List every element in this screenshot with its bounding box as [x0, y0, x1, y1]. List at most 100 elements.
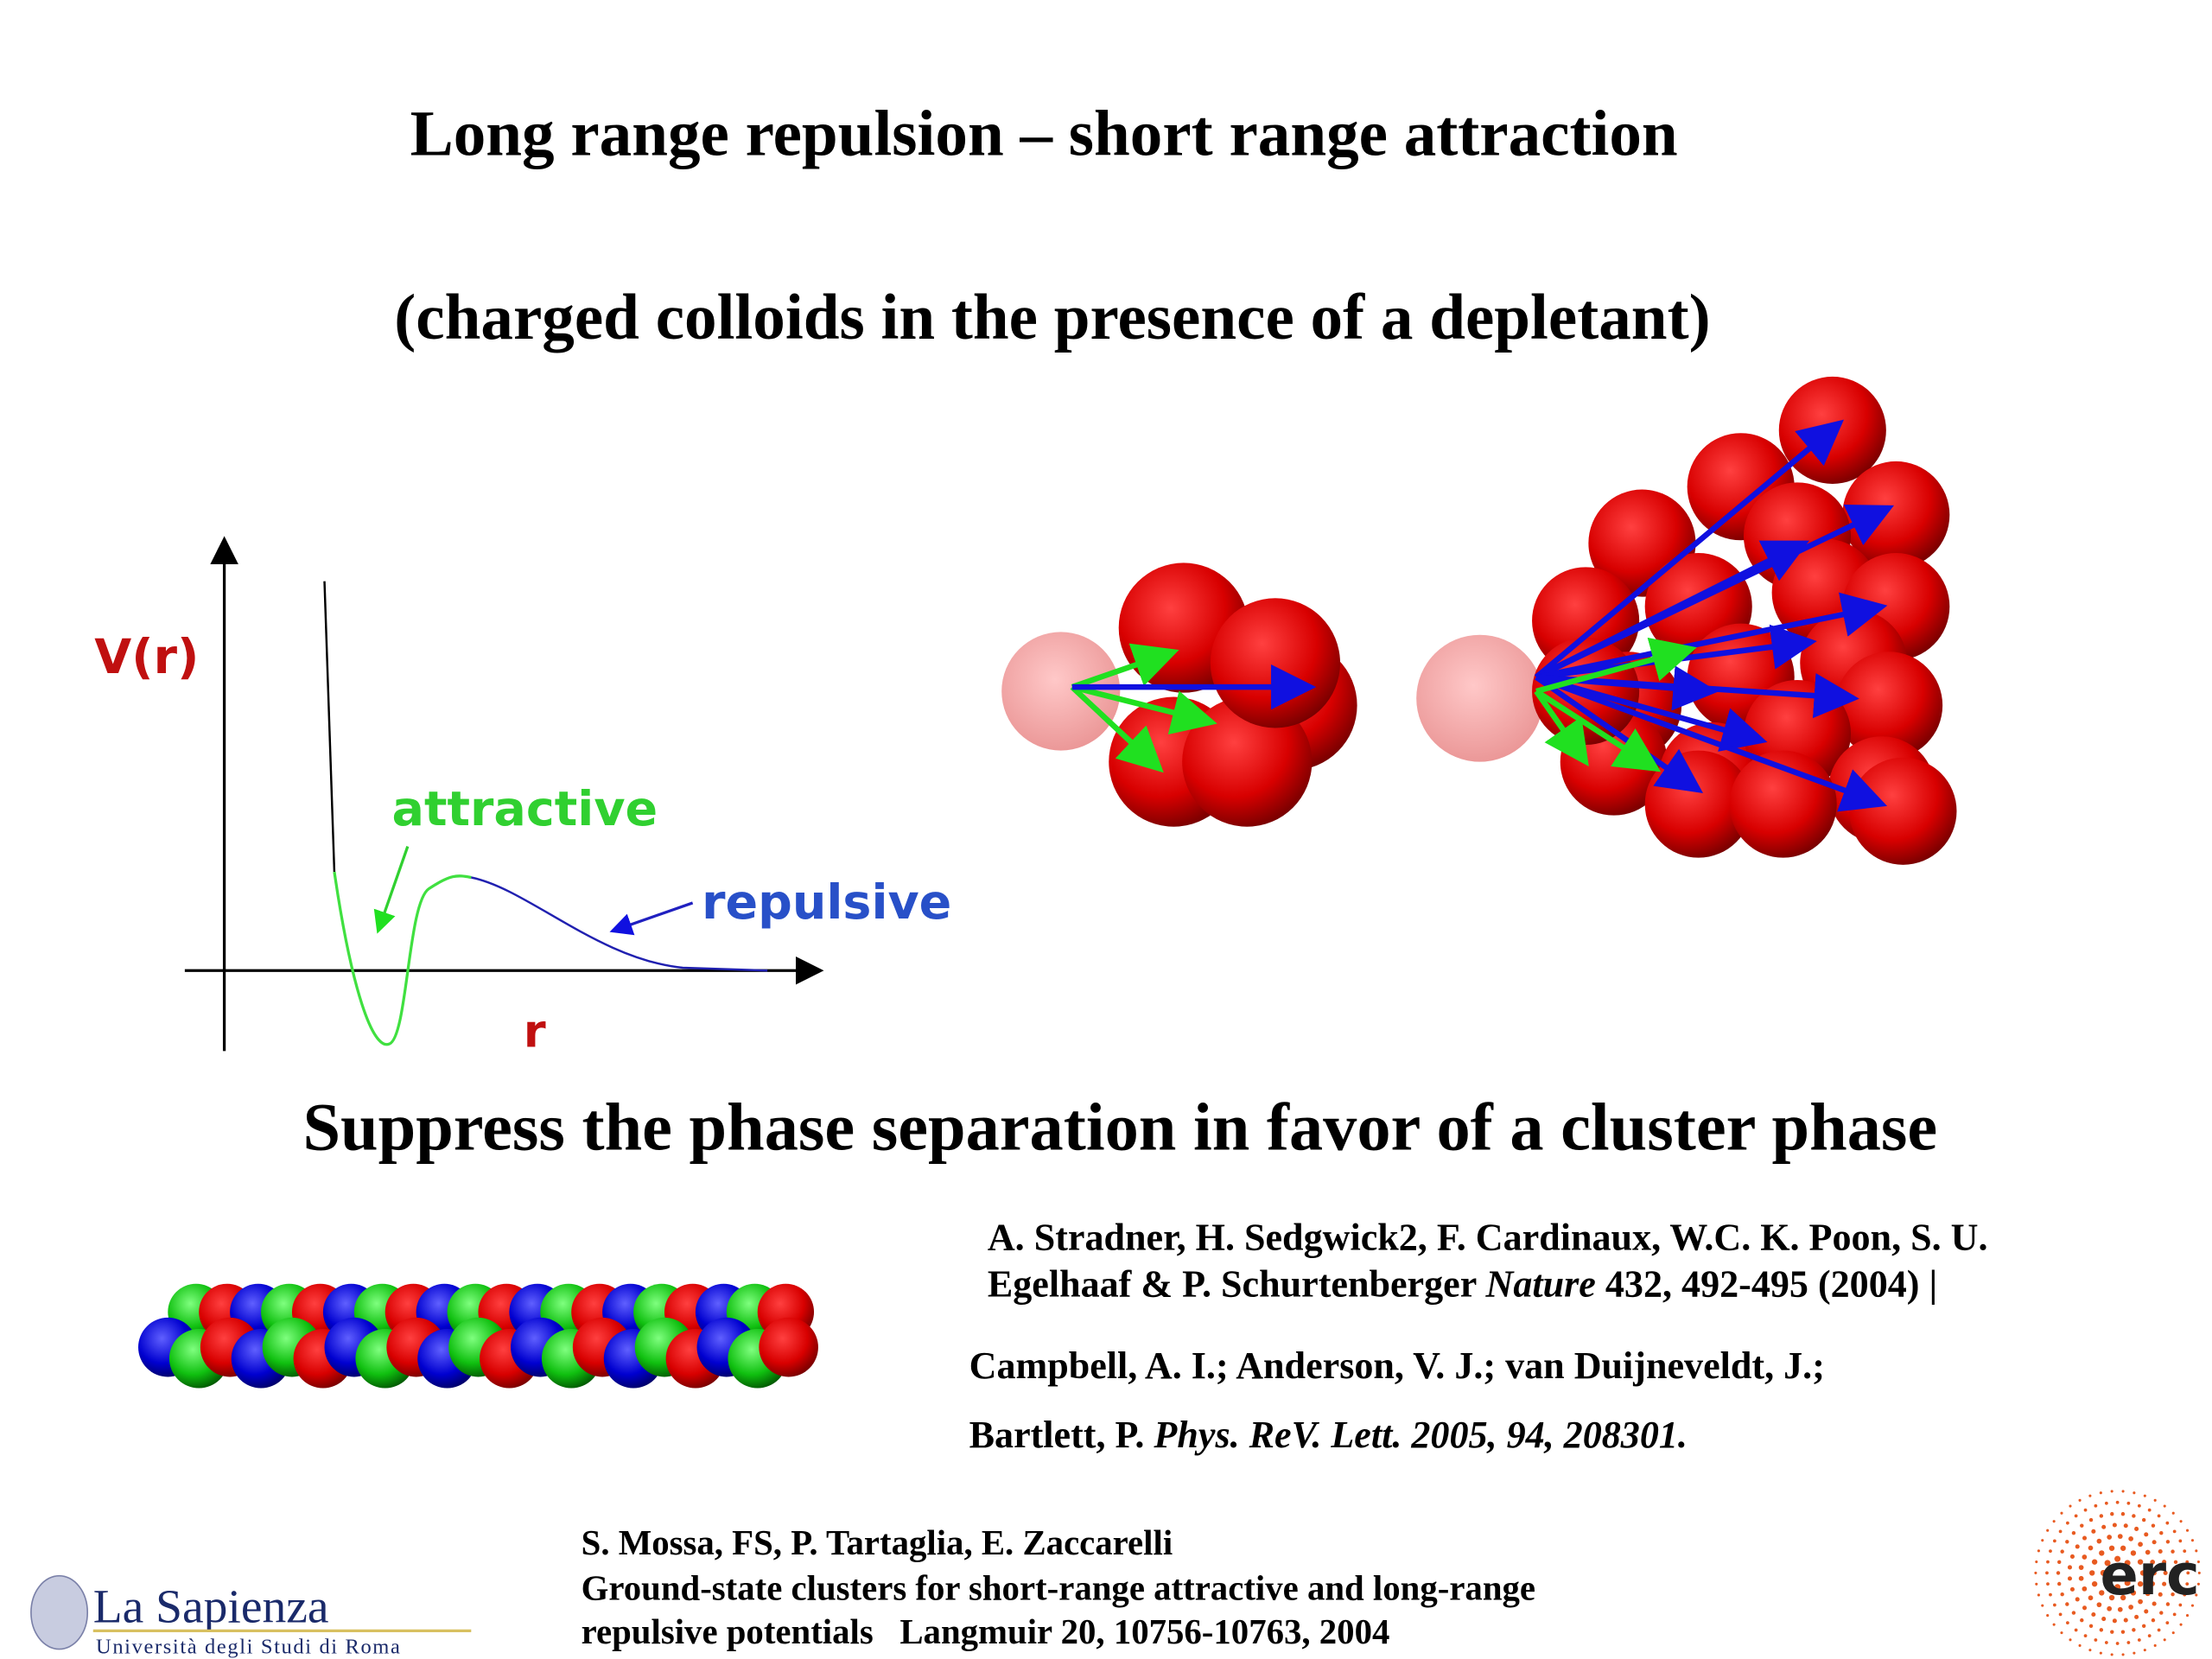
curve-attractive	[333, 871, 472, 1046]
logo-dot	[2178, 1539, 2183, 1543]
logo-dot	[2126, 1501, 2131, 1505]
logo-dot	[2078, 1498, 2082, 1502]
logo-dot	[2138, 1599, 2143, 1605]
logo-dot	[2052, 1520, 2056, 1523]
logo-dot	[2071, 1611, 2076, 1615]
arrow	[373, 846, 410, 934]
logo-dot	[2083, 1508, 2088, 1512]
logo-dot	[2141, 1624, 2146, 1628]
logo-dot	[2117, 1534, 2123, 1539]
logo-dot	[2128, 1569, 2135, 1576]
logo-dot	[2179, 1623, 2183, 1626]
logo-dot	[2074, 1514, 2078, 1518]
logo-dot	[2114, 1584, 2121, 1591]
logo-dot	[2133, 1491, 2136, 1495]
logo-dot	[2037, 1549, 2040, 1553]
logo-dot	[2110, 1630, 2114, 1634]
logo-dot	[2088, 1494, 2092, 1497]
logo-dot	[2096, 1602, 2102, 1608]
erc-text: erc	[2101, 1542, 2200, 1608]
logo-dot	[2185, 1614, 2190, 1618]
logo-dot	[2069, 1638, 2072, 1642]
force-arrow	[1535, 674, 1888, 812]
chain-image	[138, 1283, 818, 1389]
logo-dot	[2143, 1494, 2146, 1497]
logo-dot	[2056, 1571, 2061, 1575]
logo-dot	[2133, 1651, 2136, 1655]
logo-dot	[2165, 1602, 2171, 1606]
logo-dot	[2065, 1602, 2069, 1606]
force-arrow	[1535, 540, 1810, 680]
logo-dot	[2121, 1653, 2125, 1656]
logo-dot	[2104, 1580, 2111, 1586]
logo-dot	[2163, 1638, 2166, 1642]
reference-line: A. Stradner, H. Sedgwick2, F. Cardinaux,…	[988, 1217, 1988, 1259]
logo-dot	[2195, 1549, 2198, 1553]
logo-dot	[2163, 1504, 2166, 1508]
logo-dot	[2152, 1601, 2157, 1606]
logo-dot	[2190, 1604, 2195, 1607]
logo-dot	[2152, 1540, 2157, 1545]
force-arrow	[1535, 592, 1888, 680]
logo-dot	[2074, 1628, 2078, 1632]
logo-dot	[2075, 1544, 2080, 1549]
logo-dot	[2126, 1641, 2131, 1644]
logo-dot	[2137, 1638, 2141, 1642]
logo-dot	[2080, 1618, 2084, 1623]
logo-dot	[2099, 1590, 2105, 1596]
sphere	[1849, 757, 1957, 865]
logo-dot	[2060, 1631, 2063, 1635]
logo-dot	[2066, 1621, 2069, 1625]
potential-diagram: V(r) r attractive repulsive	[94, 536, 951, 1058]
logo-dot	[2162, 1581, 2167, 1586]
ref-text: 432, 492-495 (2004) |	[1596, 1262, 1937, 1305]
references: A. Stradner, H. Sedgwick2, F. Cardinaux,…	[582, 1217, 1988, 1652]
logo-dot	[2046, 1529, 2050, 1532]
logo-dot	[2178, 1603, 2183, 1607]
logo-dot	[2082, 1554, 2088, 1560]
logo-dot	[2091, 1529, 2096, 1534]
crest	[30, 1574, 89, 1650]
logo-dot	[2104, 1560, 2111, 1567]
logo-dot	[2060, 1549, 2064, 1554]
logo-dot	[2052, 1539, 2056, 1543]
logo-dot	[2172, 1612, 2177, 1617]
logo-dot	[2082, 1586, 2088, 1592]
logo-dot	[2110, 1511, 2114, 1516]
logo-dot	[2078, 1575, 2084, 1581]
force-arrow	[1535, 689, 1662, 772]
logo-dot	[2190, 1539, 2195, 1542]
logo-dot	[2151, 1523, 2156, 1528]
logo-dot	[2134, 1614, 2139, 1619]
logo-dot	[2094, 1638, 2098, 1642]
logo-dot	[2115, 1500, 2120, 1504]
force-arrow	[1535, 674, 1768, 752]
x-label: r	[524, 1006, 546, 1058]
logo-dot	[2138, 1541, 2143, 1548]
ref-text: Egelhaaf & P. Schurtenberger	[988, 1262, 1486, 1305]
logo-dot	[2137, 1580, 2144, 1587]
force-arrow	[1534, 690, 1589, 766]
ref-journal: Nature	[1485, 1262, 1596, 1305]
logo-dot	[2046, 1614, 2050, 1618]
logo-dot	[2108, 1545, 2115, 1551]
logo-dot	[2107, 1605, 2113, 1611]
logo-dot	[2173, 1581, 2178, 1586]
sphere	[1416, 634, 1544, 762]
logo-dot	[2153, 1498, 2157, 1502]
logo-dot	[2065, 1540, 2069, 1544]
force-arrow	[1071, 683, 1217, 735]
logo-dot	[2165, 1540, 2171, 1544]
logo-dot	[2069, 1504, 2072, 1508]
logo-dot	[2067, 1565, 2073, 1570]
logo-dot	[2145, 1549, 2151, 1555]
logo-dot	[2141, 1517, 2146, 1522]
logo-dot	[2137, 1559, 2144, 1565]
logo-dot	[2117, 1606, 2123, 1612]
logo-dot	[2075, 1597, 2080, 1602]
logo-dot	[2069, 1554, 2075, 1559]
logo-dot	[2183, 1549, 2187, 1554]
logo-dot	[2124, 1560, 2131, 1567]
erc-logo: erc	[2034, 1490, 2201, 1656]
logo-dot	[2101, 1617, 2107, 1622]
